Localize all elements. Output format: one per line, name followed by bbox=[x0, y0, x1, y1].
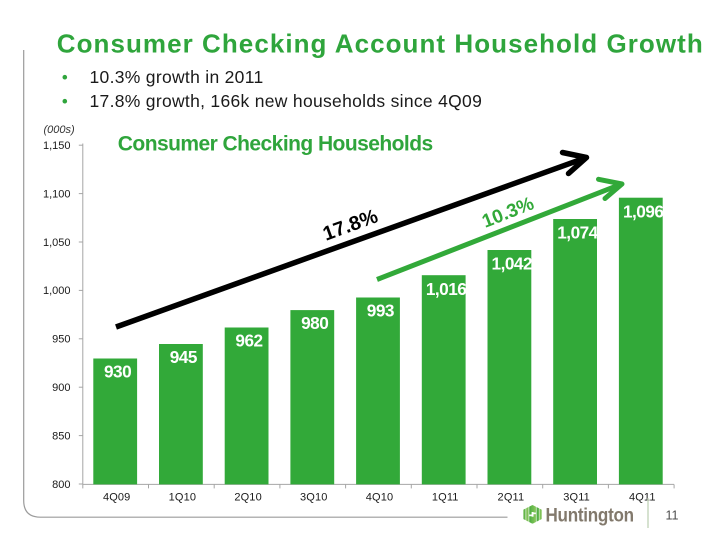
svg-text:1Q11: 1Q11 bbox=[432, 491, 459, 503]
svg-text:2Q11: 2Q11 bbox=[498, 491, 525, 503]
svg-text:10.3% growth in 2011: 10.3% growth in 2011 bbox=[90, 67, 264, 87]
svg-text:1,100: 1,100 bbox=[43, 188, 71, 200]
svg-text:Consumer Checking Account Hous: Consumer Checking Account Household Grow… bbox=[57, 28, 704, 58]
svg-text:11: 11 bbox=[666, 509, 679, 523]
svg-text:850: 850 bbox=[52, 430, 70, 442]
svg-text:(000s): (000s) bbox=[44, 124, 76, 136]
svg-text:1,042: 1,042 bbox=[492, 254, 533, 274]
svg-text:800: 800 bbox=[52, 479, 70, 491]
svg-text:3Q11: 3Q11 bbox=[563, 491, 590, 503]
svg-text:17.8%: 17.8% bbox=[320, 205, 381, 245]
svg-text:1,150: 1,150 bbox=[43, 140, 71, 152]
svg-text:930: 930 bbox=[104, 361, 131, 381]
svg-text:950: 950 bbox=[52, 334, 70, 346]
svg-text:4Q10: 4Q10 bbox=[366, 491, 394, 503]
svg-text:4Q09: 4Q09 bbox=[103, 491, 131, 503]
svg-text:1,016: 1,016 bbox=[426, 279, 467, 299]
svg-text:1,096: 1,096 bbox=[623, 201, 664, 221]
svg-text:17.8% growth, 166k new househo: 17.8% growth, 166k new households since … bbox=[90, 91, 483, 111]
svg-text:993: 993 bbox=[367, 300, 394, 320]
svg-text:1,050: 1,050 bbox=[43, 237, 71, 249]
svg-text:4Q11: 4Q11 bbox=[629, 491, 656, 503]
svg-text:962: 962 bbox=[235, 330, 262, 350]
svg-text:3Q10: 3Q10 bbox=[300, 491, 328, 503]
svg-text:900: 900 bbox=[52, 382, 70, 394]
svg-text:Consumer Checking Households: Consumer Checking Households bbox=[118, 133, 433, 156]
svg-text:Huntington: Huntington bbox=[546, 503, 634, 525]
svg-text:1Q10: 1Q10 bbox=[169, 491, 197, 503]
svg-text:1,000: 1,000 bbox=[43, 285, 71, 297]
svg-text:1,074: 1,074 bbox=[557, 223, 598, 243]
svg-text:945: 945 bbox=[170, 347, 198, 367]
svg-text:2Q10: 2Q10 bbox=[234, 491, 262, 503]
svg-text:980: 980 bbox=[301, 313, 328, 333]
